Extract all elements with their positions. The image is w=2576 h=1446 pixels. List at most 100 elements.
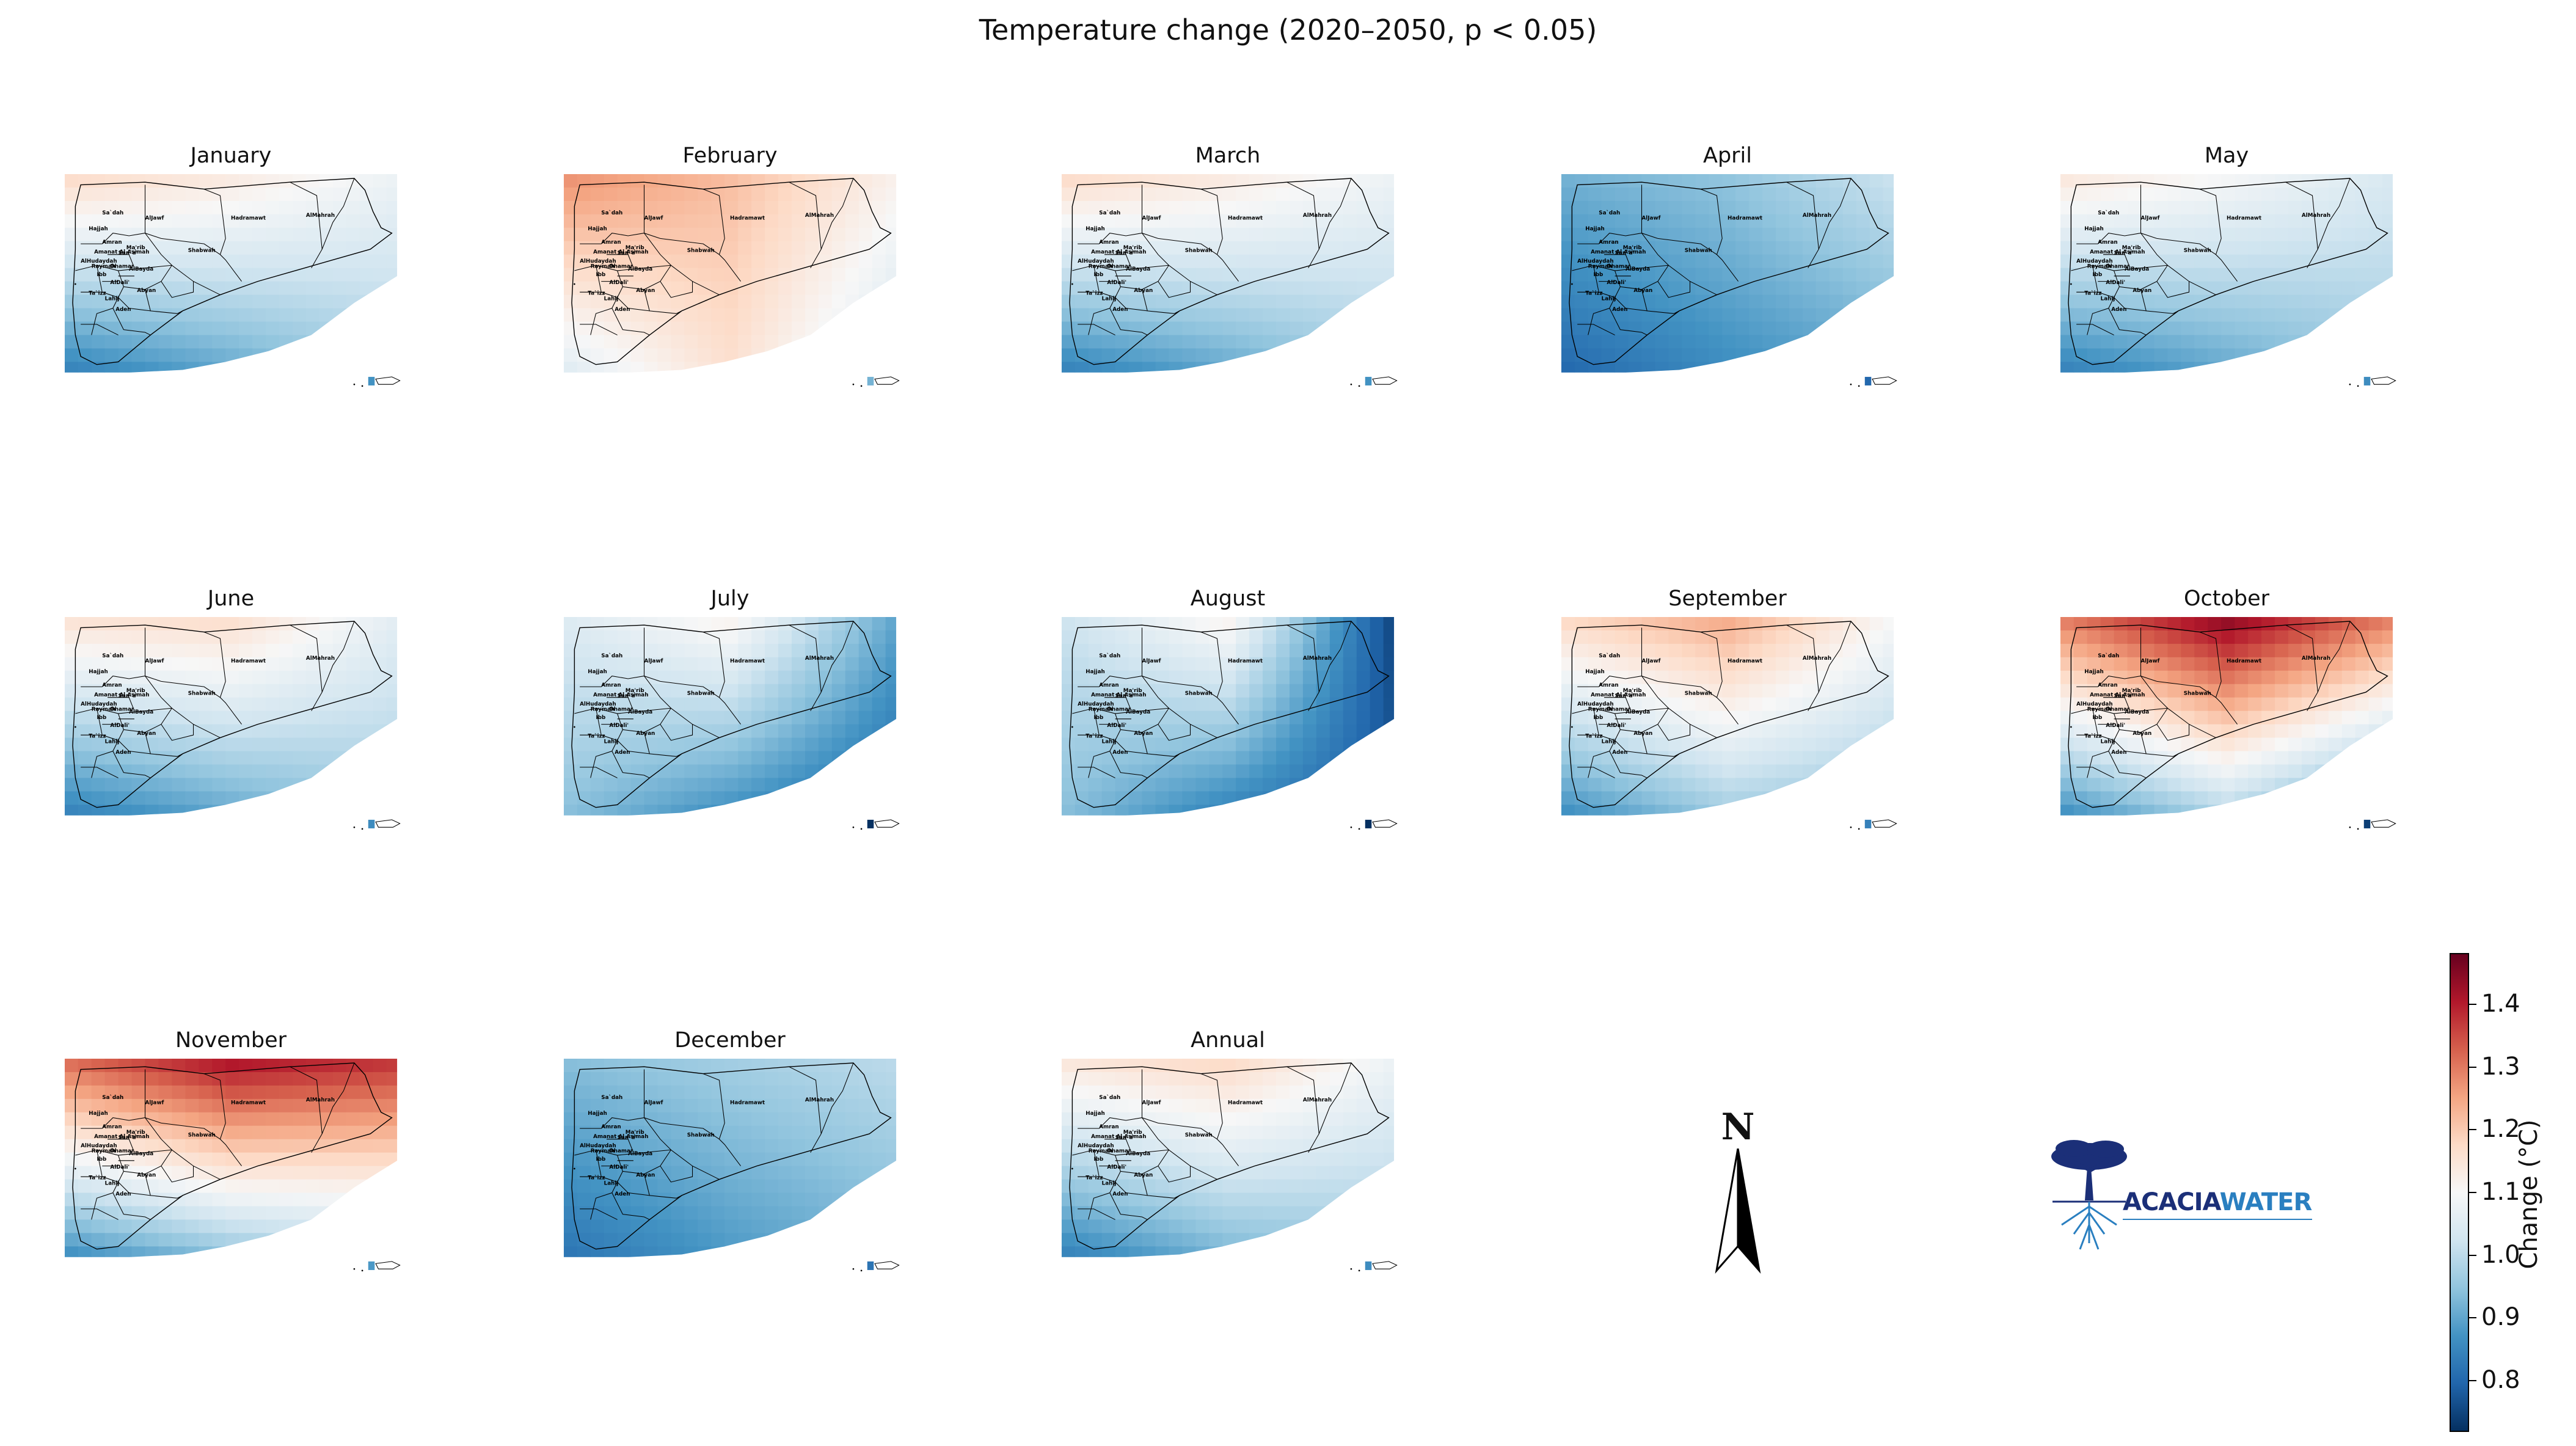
raster-cell xyxy=(2275,308,2289,322)
raster-cell xyxy=(64,737,79,751)
raster-cell xyxy=(1789,617,1803,631)
raster-cell xyxy=(2073,643,2088,658)
raster-cell xyxy=(64,1059,79,1073)
raster-cell xyxy=(1356,737,1371,751)
raster-cell xyxy=(1209,697,1223,712)
raster-cell xyxy=(2368,187,2383,202)
raster-cell xyxy=(1356,321,1371,335)
raster-cell xyxy=(386,1219,398,1233)
raster-cell xyxy=(2208,791,2222,805)
governorate-label: Lahij xyxy=(105,296,120,302)
raster-cell xyxy=(319,227,334,242)
raster-cell xyxy=(845,308,859,322)
raster-cell xyxy=(1182,308,1196,322)
raster-cell xyxy=(2194,643,2208,658)
raster-cell xyxy=(266,1219,280,1233)
raster-cell xyxy=(751,737,765,751)
raster-cell xyxy=(145,348,159,362)
raster-cell xyxy=(172,1059,186,1073)
raster-cell xyxy=(657,335,671,349)
raster-cell xyxy=(1169,294,1183,309)
raster-cell xyxy=(131,684,145,698)
raster-cell xyxy=(2275,764,2289,778)
raster-cell xyxy=(1155,805,1169,816)
raster-cell xyxy=(359,321,374,335)
raster-cell xyxy=(1169,200,1183,215)
raster-cell xyxy=(630,1139,644,1153)
raster-cell xyxy=(305,724,320,738)
raster-cell xyxy=(91,1166,106,1180)
raster-cell xyxy=(1356,214,1371,228)
raster-cell xyxy=(131,281,145,295)
raster-cell xyxy=(2087,657,2101,671)
raster-cell xyxy=(1276,214,1290,228)
raster-cell xyxy=(64,1246,79,1257)
raster-cell xyxy=(1101,281,1116,295)
raster-cell xyxy=(252,684,266,698)
raster-cell xyxy=(172,1166,186,1180)
raster-cell xyxy=(1776,657,1790,671)
raster-cell xyxy=(778,321,792,335)
raster-cell xyxy=(64,281,79,295)
raster-cell xyxy=(2087,764,2101,778)
socotra-raster xyxy=(2363,376,2371,385)
governorate-label: Amran xyxy=(1599,239,1618,246)
raster-cell xyxy=(657,254,671,269)
raster-cell xyxy=(292,791,307,805)
raster-cell xyxy=(1115,630,1129,644)
raster-cell xyxy=(1155,778,1169,792)
raster-cell xyxy=(2208,227,2222,242)
raster-cell xyxy=(805,187,819,202)
raster-cell xyxy=(805,751,819,765)
raster-cell xyxy=(1815,778,1830,792)
raster-cell xyxy=(1263,335,1277,349)
governorate-border xyxy=(1818,178,1852,250)
raster-cell xyxy=(225,617,239,631)
raster-cell xyxy=(2127,321,2141,335)
raster-cell xyxy=(78,1152,92,1167)
raster-cell xyxy=(1182,174,1196,188)
raster-cell xyxy=(64,630,79,644)
raster-cell xyxy=(64,321,79,335)
raster-cell xyxy=(1762,724,1776,738)
raster-cell xyxy=(1789,791,1803,805)
raster-cell xyxy=(118,1098,132,1113)
raster-cell xyxy=(373,294,387,309)
island-dot xyxy=(75,1167,76,1170)
raster-cell xyxy=(1195,362,1210,373)
raster-cell xyxy=(2140,227,2155,242)
island-dot xyxy=(1350,383,1352,385)
raster-cell xyxy=(791,670,806,685)
raster-cell xyxy=(2275,294,2289,309)
raster-cell xyxy=(319,1098,334,1113)
raster-cell xyxy=(2167,617,2181,631)
governorate-label: Ta`izz xyxy=(2084,290,2101,297)
raster-cell xyxy=(1655,281,1669,295)
raster-cell xyxy=(1142,805,1156,816)
raster-cell xyxy=(724,1233,739,1247)
raster-cell xyxy=(1101,630,1116,644)
raster-cell xyxy=(1655,200,1669,215)
raster-cell xyxy=(858,348,873,362)
raster-cell xyxy=(279,751,293,765)
raster-cell xyxy=(332,1098,347,1113)
raster-cell xyxy=(1383,227,1395,242)
raster-cell xyxy=(104,321,119,335)
raster-cell xyxy=(1749,321,1763,335)
raster-cell xyxy=(1289,227,1304,242)
raster-cell xyxy=(91,737,106,751)
raster-cell xyxy=(778,1166,792,1180)
raster-cell xyxy=(332,227,347,242)
raster-cell xyxy=(158,214,172,228)
raster-cell xyxy=(266,227,280,242)
raster-cell xyxy=(2382,241,2393,255)
raster-cell xyxy=(2100,335,2115,349)
raster-cell xyxy=(1343,697,1357,712)
raster-cell xyxy=(2181,335,2195,349)
raster-cell xyxy=(91,1152,106,1167)
raster-cell xyxy=(1668,348,1682,362)
raster-cell xyxy=(239,348,253,362)
raster-cell xyxy=(1236,281,1250,295)
governorate-label: Amran xyxy=(1599,682,1618,688)
raster-cell xyxy=(1869,241,1884,255)
